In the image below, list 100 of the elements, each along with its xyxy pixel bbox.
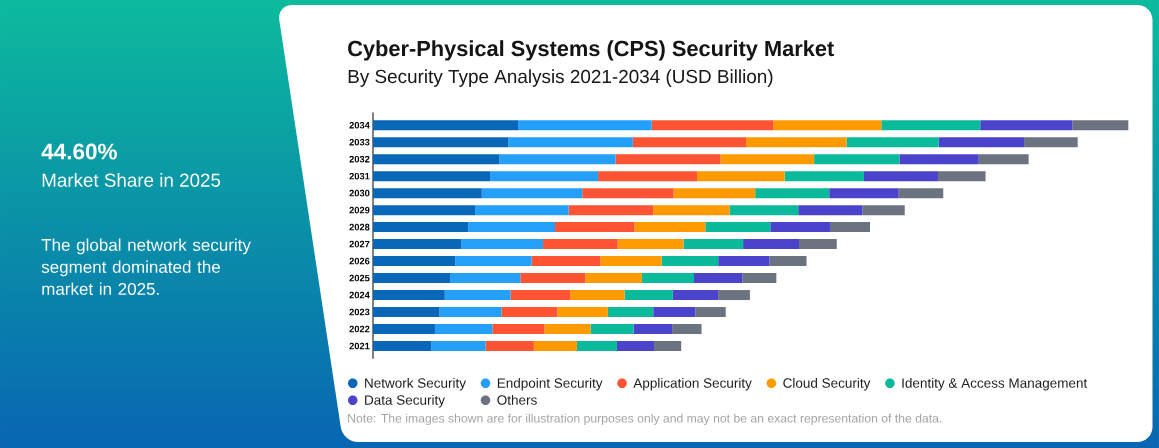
bar <box>661 256 719 267</box>
bar <box>773 120 882 131</box>
bar <box>653 307 696 318</box>
bar <box>585 273 642 284</box>
bar <box>431 341 486 351</box>
bar <box>641 273 695 284</box>
bar <box>542 239 618 250</box>
bar <box>461 239 543 250</box>
bar <box>373 137 509 148</box>
text: 44.60% <box>41 143 117 160</box>
bar <box>600 256 662 267</box>
bar <box>490 171 599 182</box>
bar <box>718 256 770 267</box>
y-tick-label: 2023 <box>349 308 370 316</box>
bar <box>533 341 577 351</box>
bar <box>769 256 807 267</box>
bar <box>501 307 558 318</box>
y-tick-label: 2029 <box>349 206 370 214</box>
bar <box>784 171 864 182</box>
bar <box>743 239 799 250</box>
y-tick-label: 2025 <box>349 274 370 282</box>
bar <box>697 171 785 182</box>
y-tick-label: 2033 <box>349 138 370 146</box>
bar <box>729 205 799 216</box>
bar <box>373 120 519 131</box>
bar <box>862 205 905 216</box>
bar <box>634 222 706 233</box>
bar <box>829 188 899 199</box>
bar <box>582 188 674 199</box>
bar <box>373 290 445 301</box>
bar <box>718 290 750 301</box>
bar <box>624 290 673 301</box>
y-tick-label: 2027 <box>349 240 370 248</box>
text: Market Share in 2025 <box>42 173 221 187</box>
bar <box>568 205 654 216</box>
legend-label: Data Security <box>365 394 445 408</box>
bar <box>455 256 532 267</box>
y-tick-label: 2022 <box>349 325 370 333</box>
bar <box>576 341 617 351</box>
y-tick-label: 2034 <box>349 121 370 129</box>
bar <box>508 137 633 148</box>
y-tick-label: 2030 <box>349 189 370 197</box>
bar <box>653 205 730 216</box>
y-tick-label: 2021 <box>349 342 370 350</box>
bar <box>544 324 591 335</box>
bar <box>632 137 747 148</box>
bar <box>373 154 500 165</box>
bar <box>937 171 986 182</box>
bar <box>617 239 684 250</box>
bar <box>770 222 830 233</box>
bar <box>373 273 451 284</box>
bar <box>615 154 721 165</box>
bar <box>492 324 545 335</box>
bar <box>742 273 777 284</box>
bar <box>1024 137 1078 148</box>
bar <box>434 324 493 335</box>
bar <box>598 171 698 182</box>
bar <box>899 154 979 165</box>
bar <box>616 341 654 351</box>
bar <box>898 188 944 199</box>
bar <box>570 290 625 301</box>
bar <box>555 222 635 233</box>
bar <box>373 256 456 267</box>
y-tick-label: 2028 <box>349 223 370 231</box>
bar <box>863 171 938 182</box>
bar <box>520 273 586 284</box>
bar <box>468 222 556 233</box>
bar <box>672 324 702 335</box>
bar <box>373 341 432 351</box>
bar <box>474 205 569 216</box>
bar <box>373 188 482 199</box>
bar <box>694 273 743 284</box>
bar <box>651 120 774 131</box>
bar <box>683 239 744 250</box>
bar <box>485 341 534 351</box>
bar <box>673 188 756 199</box>
bar <box>705 222 771 233</box>
bar <box>1072 120 1129 131</box>
bar <box>518 120 652 131</box>
legend-label: Identity & Access Management <box>902 377 1088 391</box>
y-tick-label: 2026 <box>349 257 370 265</box>
bar <box>938 137 1025 148</box>
text: The global network security segment dominated the market in 2025. <box>41 238 251 295</box>
y-tick-label: 2032 <box>349 155 370 163</box>
legend-label: Network Security <box>365 377 466 391</box>
bar <box>510 290 571 301</box>
chart-title: Cyber-Physical Systems (CPS) Security Market <box>348 40 834 61</box>
bar <box>607 307 654 318</box>
y-tick-label: 2024 <box>349 291 370 299</box>
bar <box>746 137 847 148</box>
legend-label: Endpoint Security <box>497 377 603 391</box>
bar <box>373 239 462 250</box>
bar <box>557 307 608 318</box>
legend-label: Application Security <box>633 377 752 391</box>
bar <box>672 290 719 301</box>
bar <box>373 222 469 233</box>
bar <box>980 120 1073 131</box>
bar <box>373 171 491 182</box>
bar <box>481 188 583 199</box>
bar <box>814 154 900 165</box>
